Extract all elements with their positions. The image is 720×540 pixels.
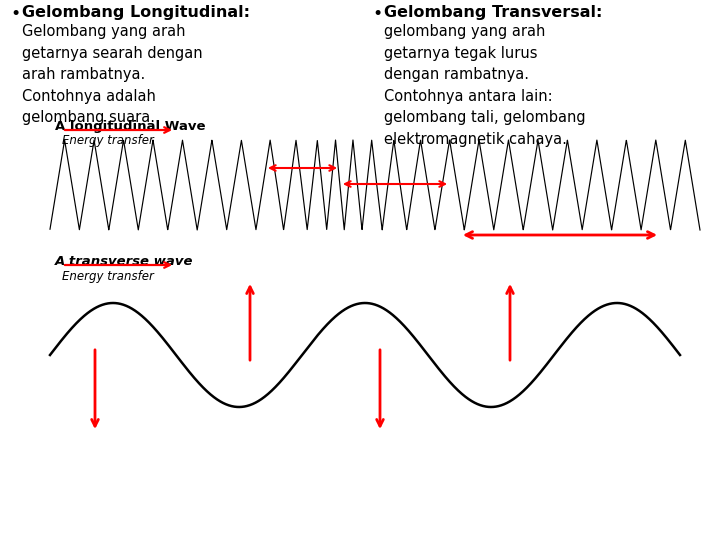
Text: Gelombang Longitudinal:: Gelombang Longitudinal: [22, 5, 250, 20]
Text: Energy transfer: Energy transfer [62, 270, 154, 283]
Text: •: • [372, 5, 382, 23]
Text: A transverse wave: A transverse wave [55, 255, 194, 268]
Text: Gelombang yang arah
getarnya searah dengan
arah rambatnya.
Contohnya adalah
gelo: Gelombang yang arah getarnya searah deng… [22, 24, 202, 125]
Text: A longitudinal Wave: A longitudinal Wave [55, 120, 205, 133]
Text: •: • [10, 5, 20, 23]
Text: Energy transfer: Energy transfer [62, 134, 154, 147]
Text: gelombang yang arah
getarnya tegak lurus
dengan rambatnya.
Contohnya antara lain: gelombang yang arah getarnya tegak lurus… [384, 24, 585, 147]
Text: Gelombang Transversal:: Gelombang Transversal: [384, 5, 603, 20]
